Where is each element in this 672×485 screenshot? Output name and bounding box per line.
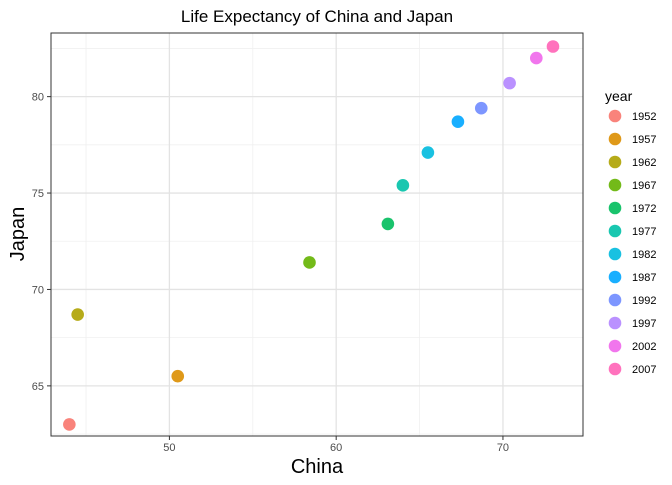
legend-key-1982 [608,247,622,261]
y-tick-label: 75 [32,188,44,200]
legend-key-1957 [608,132,622,146]
y-axis: 65 70 75 80 [32,92,51,393]
y-tick-label: 65 [32,381,44,393]
chart-title: Life Expectancy of China and Japan [181,7,453,26]
legend: year 1952 1957 1962 1967 1972 1977 1982 1987 199… [605,88,656,376]
legend-key-1952 [608,109,622,123]
x-tick-label: 60 [330,442,342,454]
data-point-1952 [63,418,76,431]
legend-label-1977: 1977 [632,226,656,238]
plot-panel [51,33,583,436]
data-points [63,40,560,431]
legend-key-1962 [608,155,622,169]
data-point-1962 [71,308,84,321]
legend-label-1987: 1987 [632,272,656,284]
data-point-1957 [171,369,185,383]
data-point-2007 [546,40,560,53]
legend-label-1957: 1957 [632,134,656,146]
x-axis-label: China [291,456,344,478]
legend-key-1967 [608,178,622,192]
legend-label-1967: 1967 [632,180,656,192]
legend-key-1972 [608,201,622,215]
x-tick-label: 70 [497,442,509,454]
legend-label-1992: 1992 [632,295,656,307]
data-point-1982 [421,146,435,159]
legend-label-2002: 2002 [632,341,656,353]
legend-label-1982: 1982 [632,249,656,261]
legend-key-1997 [608,316,622,330]
grid-lines [51,33,583,436]
data-point-1992 [474,101,488,115]
legend-key-2007 [608,362,622,376]
legend-key-1992 [608,293,622,307]
data-point-1987 [451,115,465,128]
y-tick-label: 80 [32,92,44,104]
y-axis-label: Japan [7,207,29,262]
legend-key-1977 [608,224,622,238]
data-point-2002 [530,51,543,65]
y-tick-label: 70 [32,284,44,296]
legend-title: year [605,88,633,104]
legend-key-2002 [608,339,622,353]
data-point-1972 [381,217,395,231]
x-axis: 50 60 70 [163,436,509,454]
legend-label-1997: 1997 [632,318,656,330]
legend-key-1987 [608,270,622,284]
legend-label-1962: 1962 [632,157,656,169]
x-tick-label: 50 [163,442,175,454]
plot-border [50,32,584,437]
legend-label-1952: 1952 [632,111,656,123]
legend-label-2007: 2007 [632,364,656,376]
data-point-1977 [396,179,410,192]
data-point-1997 [503,76,516,90]
legend-label-1972: 1972 [632,203,656,215]
data-point-1967 [303,256,316,269]
